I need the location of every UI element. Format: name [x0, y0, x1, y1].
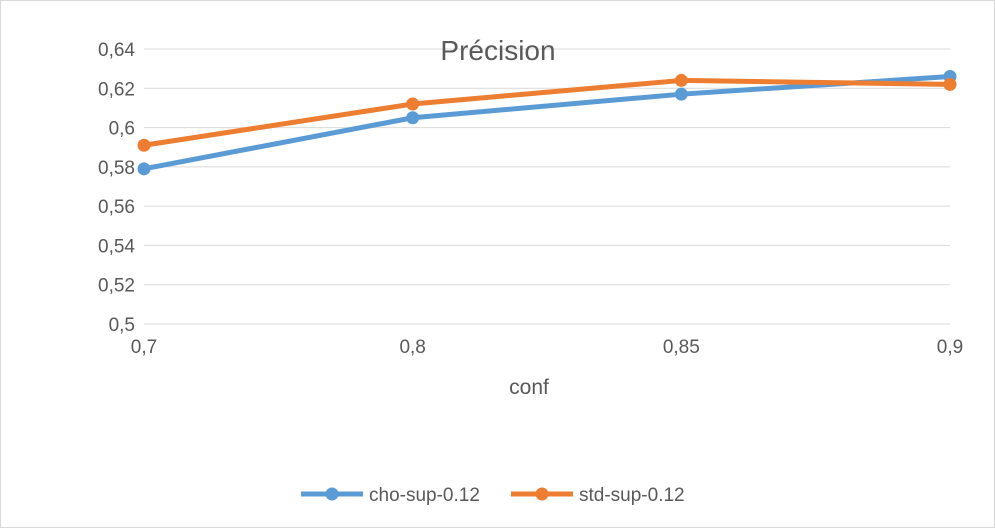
- y-tick-label: 0,62: [98, 79, 135, 100]
- series-line: [141, 77, 953, 148]
- y-tick-label: 0,5: [109, 315, 135, 336]
- series-group: [137, 70, 957, 176]
- y-tick-label: 0,58: [98, 158, 135, 179]
- y-tick-label: 0,64: [98, 40, 135, 61]
- series-std-sup-0.12: [137, 73, 957, 152]
- y-tick-label: 0,6: [109, 119, 135, 140]
- chart-title: Précision: [440, 35, 555, 66]
- x-tick-label: 0,85: [663, 337, 700, 358]
- y-tick-label: 0,52: [98, 276, 135, 297]
- series-cho-sup-0.12: [137, 70, 957, 176]
- legend-swatch-marker: [535, 487, 549, 501]
- y-tick-label: 0,54: [98, 236, 135, 257]
- legend-label: cho-sup-0.12: [369, 485, 480, 506]
- data-point: [137, 162, 151, 176]
- legend-item: cho-sup-0.12: [301, 485, 480, 506]
- x-axis-title: conf: [509, 376, 549, 399]
- y-axis-ticks: 0,5 0,52 0,54 0,56 0,58 0,6 0,62 0,64: [98, 40, 135, 336]
- x-tick-label: 0,7: [131, 337, 157, 358]
- x-axis-ticks: 0,7 0,8 0,85 0,9: [131, 337, 963, 358]
- legend-item: std-sup-0.12: [511, 485, 685, 506]
- legend: cho-sup-0.12 std-sup-0.12: [301, 485, 685, 506]
- data-point: [674, 87, 688, 101]
- y-tick-label: 0,56: [98, 197, 135, 218]
- data-point: [406, 97, 420, 111]
- x-tick-label: 0,9: [937, 337, 963, 358]
- gridlines: [144, 48, 950, 325]
- data-point: [674, 73, 688, 87]
- legend-label: std-sup-0.12: [579, 485, 685, 506]
- legend-swatch-marker: [325, 487, 339, 501]
- series-line: [141, 74, 953, 172]
- x-tick-label: 0,8: [399, 337, 425, 358]
- data-point: [943, 77, 957, 91]
- data-point: [137, 138, 151, 152]
- data-point: [406, 111, 420, 125]
